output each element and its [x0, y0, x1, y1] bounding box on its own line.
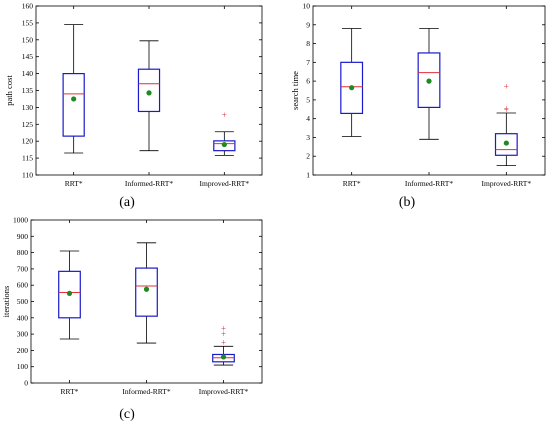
iqr-box	[494, 133, 518, 156]
y-tick-label: 115	[22, 154, 33, 163]
mean-marker	[146, 90, 152, 96]
y-tick-label: 125	[22, 120, 34, 129]
panel-label: (a)	[119, 195, 135, 210]
iqr-box	[417, 52, 441, 108]
mean-marker	[220, 354, 227, 360]
y-axis-label: search time	[290, 71, 300, 110]
x-category-label: Improved-RRT*	[199, 387, 249, 396]
outlier-marker: +	[504, 82, 509, 92]
x-category-label: Informed-RRT*	[122, 387, 171, 396]
y-tick-label: 1000	[13, 216, 28, 225]
outlier-marker: +	[222, 110, 227, 120]
y-tick-label: 200	[17, 346, 29, 355]
x-category-label: RRT*	[61, 387, 79, 396]
y-tick-label: 800	[17, 248, 29, 257]
y-tick-label: 160	[22, 2, 34, 11]
iqr-box	[340, 61, 364, 115]
mean-marker	[143, 286, 150, 292]
iqr-box	[213, 140, 236, 152]
y-tick-label: 1	[306, 171, 310, 180]
y-tick-label: 3	[306, 133, 310, 142]
y-tick-label: 155	[22, 18, 34, 27]
x-category-label: RRT*	[343, 179, 361, 188]
y-tick-label: 140	[22, 69, 34, 78]
y-tick-label: 300	[17, 330, 29, 339]
y-tick-label: 120	[22, 137, 34, 146]
y-tick-label: 145	[22, 52, 34, 61]
x-category-label: Informed-RRT*	[125, 179, 174, 188]
y-tick-label: 400	[17, 313, 29, 322]
iqr-box	[62, 72, 85, 137]
x-category-label: Improved-RRT*	[200, 179, 250, 188]
y-tick-label: 500	[17, 297, 29, 306]
outlier-marker: +	[504, 105, 509, 115]
iqr-box	[58, 270, 81, 319]
y-tick-label: 0	[24, 379, 28, 388]
mean-marker	[221, 141, 227, 148]
x-category-label: Improved-RRT*	[482, 179, 532, 188]
y-axis-label: path cost	[4, 75, 14, 106]
panel-label: (b)	[399, 195, 416, 210]
panel-label: (c)	[119, 407, 135, 422]
y-tick-label: 6	[306, 77, 310, 86]
mean-marker	[349, 85, 355, 91]
mean-marker	[503, 140, 509, 146]
y-axis-label: iterations	[1, 286, 11, 318]
y-tick-label: 600	[17, 281, 29, 290]
x-category-label: RRT*	[65, 179, 83, 188]
mean-marker	[71, 96, 77, 102]
y-tick-label: 100	[17, 362, 29, 371]
outlier-marker: +	[221, 323, 226, 333]
y-tick-label: 135	[22, 86, 34, 95]
x-category-label: Informed-RRT*	[405, 179, 454, 188]
y-tick-label: 8	[306, 39, 310, 48]
y-tick-label: 700	[17, 264, 29, 273]
iqr-box	[137, 68, 161, 113]
mean-marker	[66, 290, 73, 296]
y-tick-label: 10	[303, 2, 311, 11]
y-tick-label: 5	[306, 95, 310, 104]
y-tick-label: 9	[306, 20, 310, 29]
y-tick-label: 110	[22, 171, 33, 180]
outlier-marker: +	[504, 103, 509, 113]
y-tick-label: 7	[306, 58, 310, 67]
outlier-marker: +	[221, 337, 226, 347]
outlier-marker: +	[221, 329, 226, 339]
y-tick-label: 900	[17, 232, 29, 241]
iqr-box	[135, 267, 158, 317]
y-tick-label: 4	[306, 114, 310, 123]
y-tick-label: 130	[22, 103, 34, 112]
mean-marker	[426, 78, 432, 84]
y-tick-label: 2	[306, 152, 310, 161]
y-tick-label: 150	[22, 35, 34, 44]
